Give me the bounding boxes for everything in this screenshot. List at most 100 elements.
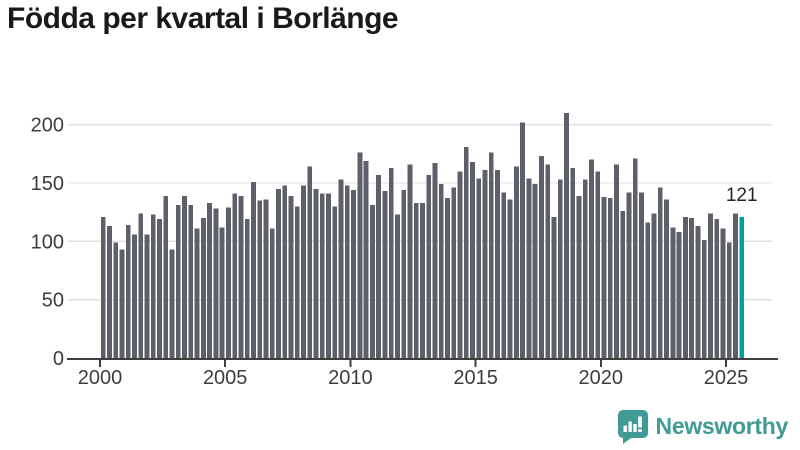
bar [226,207,231,358]
bar [626,192,632,358]
bar [282,185,288,358]
bar [232,193,238,358]
bar [532,184,538,358]
bar [288,195,294,358]
bar [589,159,594,358]
bar [338,179,344,358]
bar [457,171,463,358]
bar [651,213,657,358]
bar [257,200,263,358]
y-axis-tick-label: 50 [42,290,64,312]
bar [682,216,688,358]
bar [714,219,720,358]
bar [207,202,213,358]
bar [107,226,112,358]
bar [601,197,607,358]
bar [526,178,532,358]
bar [720,228,726,358]
bar [657,187,663,358]
bar [488,152,494,358]
bar [733,213,738,358]
y-axis-tick-label: 200 [31,115,64,137]
bar [645,222,651,358]
bar [301,185,306,358]
x-axis-tick-label: 2005 [203,367,248,389]
bar [501,192,507,358]
bar [557,179,563,358]
bar [470,162,475,358]
bar [407,164,413,358]
bar [150,214,156,358]
bar [144,234,150,358]
bar [388,167,394,358]
bar [701,240,707,358]
bar [520,122,526,359]
bar [451,187,457,358]
bar [463,146,469,358]
bar [376,174,382,358]
bar [319,193,325,358]
bar [113,242,119,358]
bar [564,113,569,358]
bar [726,242,732,358]
bar [576,195,582,358]
x-axis-tick-label: 2015 [453,367,498,389]
bar [344,185,350,358]
bar [507,199,513,358]
bar [369,205,375,358]
bar [432,163,438,358]
x-axis-tick-label: 2025 [704,367,749,389]
bar [100,216,106,358]
bar [695,226,701,358]
x-axis-tick-label: 2010 [328,367,373,389]
bar [169,249,175,358]
bar [438,184,444,358]
bar [545,164,551,358]
bar [413,202,419,358]
bar [269,228,275,358]
bar [363,160,369,358]
bar [476,178,482,358]
bar [244,219,250,358]
x-axis-tick-label: 2020 [579,367,624,389]
highlighted-bar-value-label: 121 [726,185,758,206]
bar [607,198,613,358]
y-axis-tick-label: 100 [31,231,64,253]
bar [495,170,500,358]
bar [200,218,206,358]
bar [382,191,388,358]
bar [194,228,200,358]
bar [420,202,425,358]
y-axis-tick-label: 0 [53,348,64,370]
bar [188,205,194,358]
bar [307,166,313,358]
bar [401,190,407,358]
bar [426,174,432,358]
bar [595,171,601,358]
bar [513,166,519,358]
bar [132,234,137,358]
newsworthy-logo-text: Newsworthy [655,413,789,439]
bar [263,199,269,358]
highlighted-bar [739,216,745,358]
newsworthy-logo[interactable]: Newsworthy [616,409,788,444]
bar [570,167,576,358]
bar [539,156,544,358]
bar [614,164,619,358]
bar [125,225,131,358]
bar [357,152,363,358]
bar [620,211,626,358]
bar [326,193,331,358]
bar [219,227,225,358]
bar [182,195,187,358]
newsworthy-logo-icon [617,410,648,444]
bar [119,249,125,358]
bar [482,170,488,358]
bar [445,198,450,358]
bar [138,213,144,358]
bar [294,206,300,358]
bar [632,158,638,358]
bar [175,205,181,358]
bar [689,218,695,358]
